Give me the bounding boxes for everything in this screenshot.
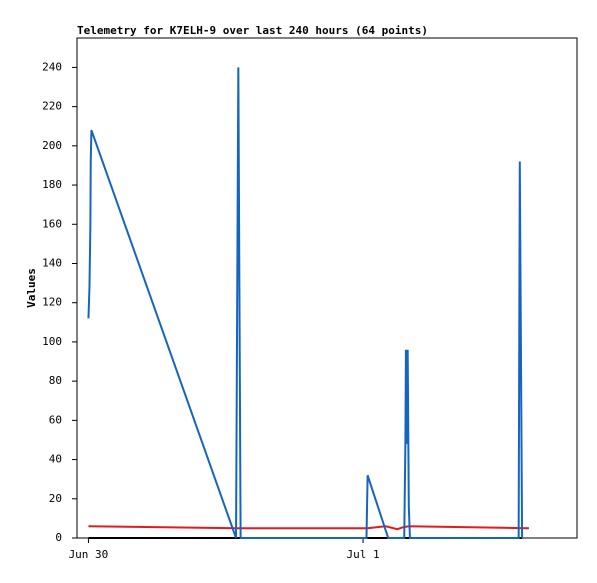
y-axis-label: Values bbox=[25, 268, 38, 308]
series-line bbox=[87, 67, 524, 539]
y-tick-label: 40 bbox=[49, 453, 62, 466]
y-tick-label: 140 bbox=[42, 256, 62, 269]
series-line bbox=[88, 525, 529, 531]
y-tick-label: 100 bbox=[42, 335, 62, 348]
y-tick-label: 200 bbox=[42, 139, 62, 152]
plot-frame bbox=[76, 37, 578, 539]
y-tick-label: 160 bbox=[42, 217, 62, 230]
y-tick-label: 80 bbox=[49, 374, 62, 387]
y-tick-label: 20 bbox=[49, 492, 62, 505]
chart-title: Telemetry for K7ELH-9 over last 240 hour… bbox=[77, 24, 428, 37]
y-tick-label: 240 bbox=[42, 60, 62, 73]
y-tick-label: 0 bbox=[55, 531, 62, 544]
y-tick-label: 60 bbox=[49, 413, 62, 426]
y-tick-label: 220 bbox=[42, 100, 62, 113]
x-tick-label: Jun 30 bbox=[69, 548, 109, 561]
y-tick-label: 180 bbox=[42, 178, 62, 191]
y-tick-label: 120 bbox=[42, 296, 62, 309]
x-tick-label: Jul 1 bbox=[346, 548, 379, 561]
